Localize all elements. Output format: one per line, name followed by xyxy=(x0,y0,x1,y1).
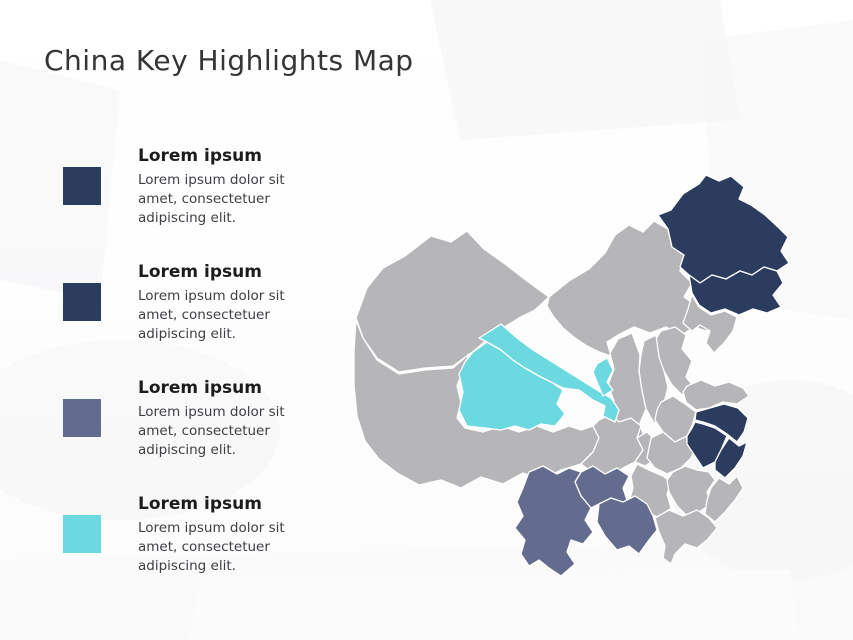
province-jiangsu xyxy=(694,403,749,443)
province-hubei xyxy=(646,431,698,475)
legend-swatch xyxy=(63,167,101,205)
legend-item-body: Lorem ipsum dolor sit amet, consectetuer… xyxy=(138,288,285,342)
province-liaoning xyxy=(682,294,738,354)
legend-item-heading: Lorem ipsum xyxy=(138,262,262,282)
slide-title: China Key Highlights Map xyxy=(44,44,414,77)
province-fujian xyxy=(704,475,744,523)
province-tibet xyxy=(353,319,600,489)
province-zhejiang xyxy=(714,437,748,479)
legend-item: Lorem ipsum Lorem ipsum dolor sit amet, … xyxy=(63,378,323,460)
legend-item-heading: Lorem ipsum xyxy=(138,146,262,166)
province-guangxi xyxy=(596,495,658,555)
legend-item: Lorem ipsum Lorem ipsum dolor sit amet, … xyxy=(63,262,323,344)
legend-item-body: Lorem ipsum dolor sit amet, consectetuer… xyxy=(138,520,285,574)
province-heilongjiang xyxy=(657,174,790,284)
legend-item-heading: Lorem ipsum xyxy=(138,494,262,514)
province-shandong xyxy=(682,379,750,411)
province-yunnan xyxy=(514,465,594,577)
legend-text: Lorem ipsum Lorem ipsum dolor sit amet, … xyxy=(138,262,310,344)
province-jilin xyxy=(688,266,784,316)
legend-text: Lorem ipsum Lorem ipsum dolor sit amet, … xyxy=(138,378,310,460)
legend-swatch xyxy=(63,399,101,437)
province-ningxia xyxy=(592,357,614,397)
province-anhui xyxy=(686,421,728,469)
province-xinjiang xyxy=(355,230,550,373)
china-map xyxy=(353,170,795,578)
province-gansu xyxy=(478,323,620,423)
legend-swatch xyxy=(63,515,101,553)
legend-item-body: Lorem ipsum dolor sit amet, consectetuer… xyxy=(138,404,285,458)
legend-text: Lorem ipsum Lorem ipsum dolor sit amet, … xyxy=(138,494,310,576)
legend-item-body: Lorem ipsum dolor sit amet, consectetuer… xyxy=(138,172,285,226)
legend-text: Lorem ipsum Lorem ipsum dolor sit amet, … xyxy=(138,146,310,228)
legend-item-heading: Lorem ipsum xyxy=(138,378,262,398)
legend-item: Lorem ipsum Lorem ipsum dolor sit amet, … xyxy=(63,494,323,576)
legend-swatch xyxy=(63,283,101,321)
province-guangdong xyxy=(654,509,718,565)
legend-item: Lorem ipsum Lorem ipsum dolor sit amet, … xyxy=(63,146,323,228)
